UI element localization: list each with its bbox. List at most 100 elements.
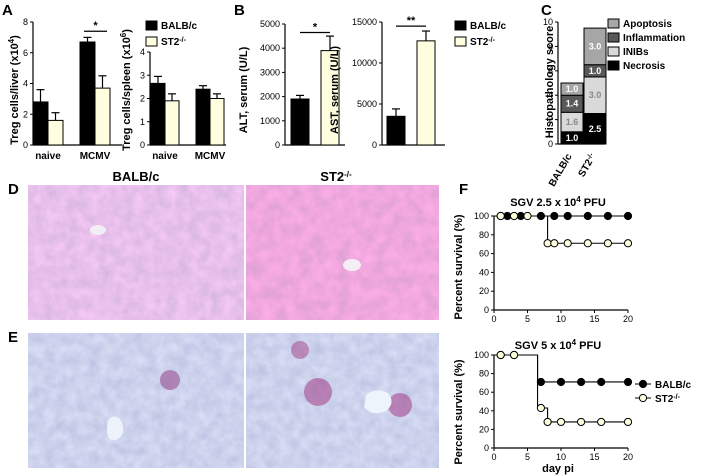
x-tick-label: 20 [623, 314, 633, 324]
bar [195, 88, 211, 146]
y-axis-label: Histopathology score [544, 26, 556, 138]
data-label: 1.0 [589, 66, 602, 76]
data-point [577, 377, 586, 387]
y-tick-label: 40 [479, 267, 489, 277]
y-tick-label: 4000 [260, 43, 280, 53]
y-tick-label: 1000 [260, 116, 280, 126]
legend-label-st2: ST2-/- [161, 37, 187, 49]
legend-swatch-st2 [145, 36, 158, 47]
panel-label-f: F [459, 181, 468, 198]
data-point [536, 377, 546, 387]
data-point [556, 377, 566, 387]
data-point [543, 417, 552, 427]
legend-swatch-st2 [454, 36, 467, 47]
y-tick-label: 2 [140, 94, 145, 104]
significance-label: * [313, 21, 318, 33]
bar [386, 115, 406, 146]
vessel-lumen [343, 259, 361, 271]
bar [209, 98, 225, 146]
column-title-balbc: BALB/c [113, 169, 160, 184]
y-axis-label: Percent survival (%) [453, 359, 465, 464]
legend-label-inibs: INIBs [623, 47, 649, 58]
data-point [523, 211, 532, 221]
panel-label-b: B [234, 2, 245, 19]
micrograph-he-balbc [28, 185, 244, 320]
column-title-st2: ST2-/- [320, 169, 352, 184]
data-point [536, 211, 546, 221]
y-tick-label: 80 [479, 230, 489, 240]
y-tick-label: 60 [479, 249, 489, 259]
y-tick-label: 4 [140, 47, 145, 57]
legend-swatch-balbc [454, 20, 467, 31]
y-tick-label: 0 [372, 140, 377, 150]
chart-survival-2-5e4: SGV 2.5 x 104 PFU Percent survival (%) 0… [453, 195, 633, 325]
y-tick-label: 4 [548, 90, 553, 100]
data-point [496, 350, 505, 360]
data-label: 3.0 [589, 41, 602, 51]
x-tick-label: 20 [623, 452, 633, 462]
legend-label-apoptosis: Apoptosis [623, 19, 672, 30]
vessel-lumen [364, 390, 392, 414]
chart-treg-spleen: Treg cells/spleen (x106) naive MCMV 0 1 2 3… [119, 29, 226, 162]
legend-label-st2: ST2-/- [470, 37, 496, 49]
y-tick-label: 0 [548, 139, 553, 149]
x-tick-label: 5 [525, 314, 530, 324]
x-tick-label: 5 [525, 452, 530, 462]
micrograph-pas-st2 [246, 333, 439, 468]
legend-swatch-inflammation [607, 32, 620, 43]
y-axis-label: ALT, serum (U/L) [238, 46, 250, 133]
data-label: 1.6 [566, 117, 579, 127]
legend-label-balbc: BALB/c [161, 21, 198, 32]
category-label: BALB/c [547, 152, 575, 189]
y-tick-label: 0 [484, 443, 489, 453]
data-point [623, 239, 633, 248]
bar [290, 98, 310, 146]
data-point [536, 403, 546, 413]
panel-label-d: D [8, 181, 19, 198]
stacked-bar-segment [560, 82, 584, 96]
y-tick-label: 3000 [260, 67, 280, 77]
category-label: MCMV [195, 151, 226, 162]
y-tick-label: 0 [23, 140, 28, 150]
panel-label-e: E [8, 329, 18, 346]
data-point [603, 239, 613, 248]
data-point [550, 211, 559, 221]
y-tick-label: 2000 [260, 92, 280, 102]
chart-alt-serum: ALT, serum (U/L) 0 1000 2000 3000 4000 5000 * [238, 19, 345, 150]
y-tick-label: 5000 [357, 99, 377, 109]
x-tick-label: 15 [589, 314, 599, 324]
legend-swatch-necrosis [607, 60, 620, 71]
data-point [597, 417, 606, 427]
bar [32, 101, 49, 146]
legend-marker-balbc [638, 379, 648, 389]
micrograph-he-st2 [246, 185, 439, 320]
y-tick-label: 0 [484, 305, 489, 315]
significance-label: ** [407, 15, 416, 27]
x-tick-label: 0 [491, 452, 496, 462]
y-tick-label: 2 [23, 109, 28, 119]
data-point [509, 350, 519, 360]
category-label: naive [152, 151, 178, 162]
legend-label-necrosis: Necrosis [623, 61, 666, 72]
legend-swatch-balbc [145, 20, 158, 31]
y-tick-label: 8 [23, 17, 28, 27]
chart-treg-liver: Treg cells/liver (x104) naive MCMV 0 2 4 6 8… [7, 17, 122, 162]
survival-line [494, 354, 628, 423]
y-axis-label: Treg cells/liver (x104) [7, 35, 22, 145]
data-label: 1.0 [566, 84, 579, 94]
chart-survival-5e4: SGV 5 x 104 PFU Percent survival (%) day… [453, 338, 633, 476]
y-tick-label: 0 [275, 140, 280, 150]
x-tick-label: 10 [556, 314, 566, 324]
data-point [563, 211, 572, 221]
data-point [509, 211, 519, 221]
bar [150, 82, 166, 146]
data-point [603, 211, 613, 221]
data-point [623, 417, 633, 427]
legend-label-st2: ST2-/- [655, 394, 681, 406]
vessel-lumen [90, 225, 106, 235]
y-tick-label: 80 [479, 369, 489, 379]
data-label: 1.4 [566, 99, 579, 109]
legend-survival: BALB/c ST2-/- [635, 379, 692, 406]
y-tick-label: 8 [548, 41, 553, 51]
